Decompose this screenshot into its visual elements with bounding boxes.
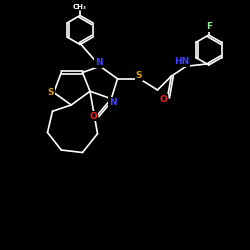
Text: N: N [109, 98, 116, 107]
Text: S: S [48, 88, 54, 97]
Text: CH₃: CH₃ [73, 4, 87, 10]
Text: F: F [206, 22, 212, 31]
Text: S: S [136, 71, 142, 80]
Text: O: O [89, 112, 97, 121]
Text: HN: HN [174, 57, 190, 66]
Text: N: N [95, 58, 102, 67]
Text: O: O [160, 95, 168, 104]
